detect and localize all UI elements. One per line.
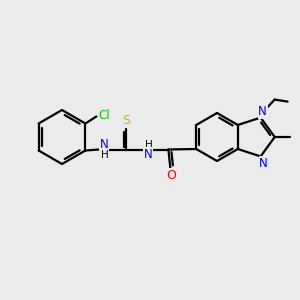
Text: S: S — [122, 114, 130, 127]
Text: N: N — [144, 148, 153, 161]
Text: N: N — [100, 138, 109, 151]
Text: H: H — [100, 149, 108, 160]
Text: N: N — [258, 105, 267, 118]
Text: Cl: Cl — [99, 109, 110, 122]
Text: H: H — [145, 140, 152, 149]
Text: N: N — [259, 157, 268, 170]
Text: O: O — [167, 169, 176, 182]
